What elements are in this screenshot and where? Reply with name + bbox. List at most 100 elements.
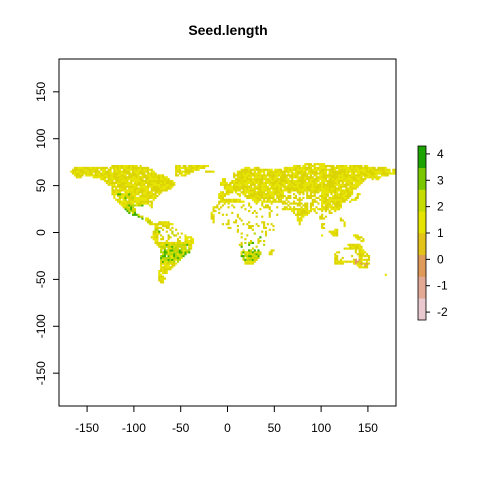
land-cell xyxy=(169,187,172,190)
land-cell xyxy=(298,181,301,184)
land-cell xyxy=(369,166,372,169)
land-cell xyxy=(251,228,254,231)
land-cell xyxy=(240,200,243,203)
land-cell xyxy=(351,179,354,183)
land-cell xyxy=(261,170,264,173)
land-cell xyxy=(88,170,92,173)
land-cell xyxy=(294,168,298,171)
land-cell xyxy=(296,209,299,213)
land-cell xyxy=(167,258,170,261)
land-cell xyxy=(132,204,135,207)
land-cell xyxy=(240,236,243,239)
land-cell xyxy=(313,172,316,175)
land-cell xyxy=(358,238,361,241)
land-cell xyxy=(236,200,239,203)
land-cell xyxy=(133,204,137,207)
land-cell xyxy=(246,253,249,256)
land-cell xyxy=(276,187,279,190)
land-cell xyxy=(283,183,286,186)
land-cell xyxy=(366,258,369,261)
land-cell xyxy=(276,200,279,203)
land-cells xyxy=(70,163,397,284)
land-cell xyxy=(156,223,159,226)
land-cell xyxy=(221,196,224,199)
land-cell xyxy=(248,260,251,263)
land-cell xyxy=(360,247,363,250)
land-cell xyxy=(347,181,350,184)
land-cell xyxy=(337,189,341,192)
land-cell xyxy=(343,168,346,171)
land-cell xyxy=(354,168,357,171)
land-cell xyxy=(261,230,264,233)
land-cell xyxy=(184,172,187,175)
land-cell xyxy=(156,230,159,233)
land-cell xyxy=(246,251,249,254)
land-cell xyxy=(234,219,238,222)
land-cell xyxy=(186,241,189,245)
land-cell xyxy=(386,172,389,175)
land-cell xyxy=(118,168,122,171)
land-cell xyxy=(145,196,148,199)
land-cell xyxy=(369,168,372,171)
land-cell xyxy=(334,234,337,237)
land-cell xyxy=(339,202,342,205)
land-cell xyxy=(169,262,172,265)
land-cell xyxy=(107,183,110,186)
land-cell xyxy=(163,243,166,246)
land-cell xyxy=(311,187,314,190)
land-cell xyxy=(371,174,374,177)
land-cell xyxy=(242,168,245,171)
land-cell xyxy=(336,178,339,181)
land-cell xyxy=(158,221,161,224)
land-cell xyxy=(358,253,361,256)
land-cell xyxy=(308,176,311,179)
land-cell xyxy=(105,170,108,173)
land-cell xyxy=(126,189,129,192)
land-cell xyxy=(163,266,166,269)
land-cell xyxy=(270,209,273,213)
land-cell xyxy=(161,277,165,280)
land-cell xyxy=(175,249,178,252)
land-cell xyxy=(379,176,382,179)
land-cell xyxy=(152,234,155,237)
land-cell xyxy=(242,187,245,190)
land-cell xyxy=(306,213,309,216)
land-cell xyxy=(259,253,262,256)
land-cell xyxy=(160,176,163,179)
land-cell xyxy=(309,183,312,186)
land-cell xyxy=(324,189,327,192)
land-cell xyxy=(249,181,253,184)
legend-color-band xyxy=(418,298,426,321)
land-cell xyxy=(180,247,183,250)
land-cell xyxy=(317,196,320,199)
land-cell xyxy=(160,281,163,284)
land-cell xyxy=(264,204,268,207)
land-cell xyxy=(137,172,140,175)
land-cell xyxy=(270,183,273,186)
land-cell xyxy=(272,183,275,186)
land-cell xyxy=(336,256,339,260)
land-cell xyxy=(152,185,155,188)
land-cell xyxy=(324,204,327,207)
land-cell xyxy=(246,260,249,263)
land-cell xyxy=(154,174,157,177)
land-cell xyxy=(251,172,254,175)
land-cell xyxy=(160,187,163,190)
land-cell xyxy=(283,176,286,179)
land-cell xyxy=(349,200,352,203)
land-cell xyxy=(330,179,333,183)
land-cell xyxy=(227,191,230,194)
land-cell xyxy=(167,179,170,183)
land-cell xyxy=(319,170,322,173)
land-cell xyxy=(143,193,146,196)
land-cell xyxy=(272,189,275,192)
land-cell xyxy=(236,187,239,190)
land-cell xyxy=(330,176,333,179)
land-cell xyxy=(158,185,161,188)
land-cell xyxy=(169,245,172,248)
land-cell xyxy=(281,200,284,203)
land-cell xyxy=(242,249,245,252)
land-cell xyxy=(167,264,170,267)
land-cell xyxy=(176,256,180,260)
land-cell xyxy=(345,174,348,177)
